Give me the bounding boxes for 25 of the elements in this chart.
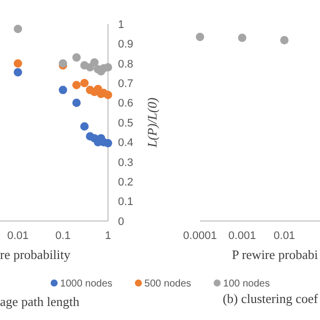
legend-label: 1000 nodes — [60, 278, 112, 290]
text: age path length — [0, 294, 80, 309]
legend-label: 500 nodes — [144, 278, 192, 290]
x-axis-title: re probability — [0, 247, 71, 262]
x-tick-label: 1 — [104, 230, 112, 242]
y-tick-label: 0.2 — [118, 176, 134, 188]
x-tick-label: 0.01 — [274, 230, 296, 242]
legend-label: 100 nodes — [223, 278, 270, 290]
x-tick-label: 0.0001 — [183, 230, 217, 242]
y-tick-label: 0.3 — [118, 156, 134, 169]
x-tick-label: 0.1 — [55, 230, 71, 242]
x-tick-label: 0.01 — [7, 230, 29, 242]
y-tick-label: 1 — [118, 18, 124, 31]
y-tick-label: 0.8 — [118, 58, 134, 70]
x-axis-title: P rewire probabi — [232, 247, 318, 262]
y-tick-label: 0.6 — [118, 98, 134, 110]
x-tick-label: 0.001 — [228, 230, 256, 242]
text: (b) clustering coef — [222, 291, 319, 306]
y-tick-label: 0.4 — [118, 137, 134, 150]
y-tick-label: 0.5 — [118, 117, 134, 130]
y-axis-title: L(P)/L(0) — [144, 98, 160, 148]
y-tick-label: 0 — [118, 216, 124, 228]
y-tick-label: 0.7 — [118, 78, 134, 90]
y-tick-label: 0.1 — [118, 196, 134, 208]
y-tick-label: 0.9 — [118, 38, 134, 51]
